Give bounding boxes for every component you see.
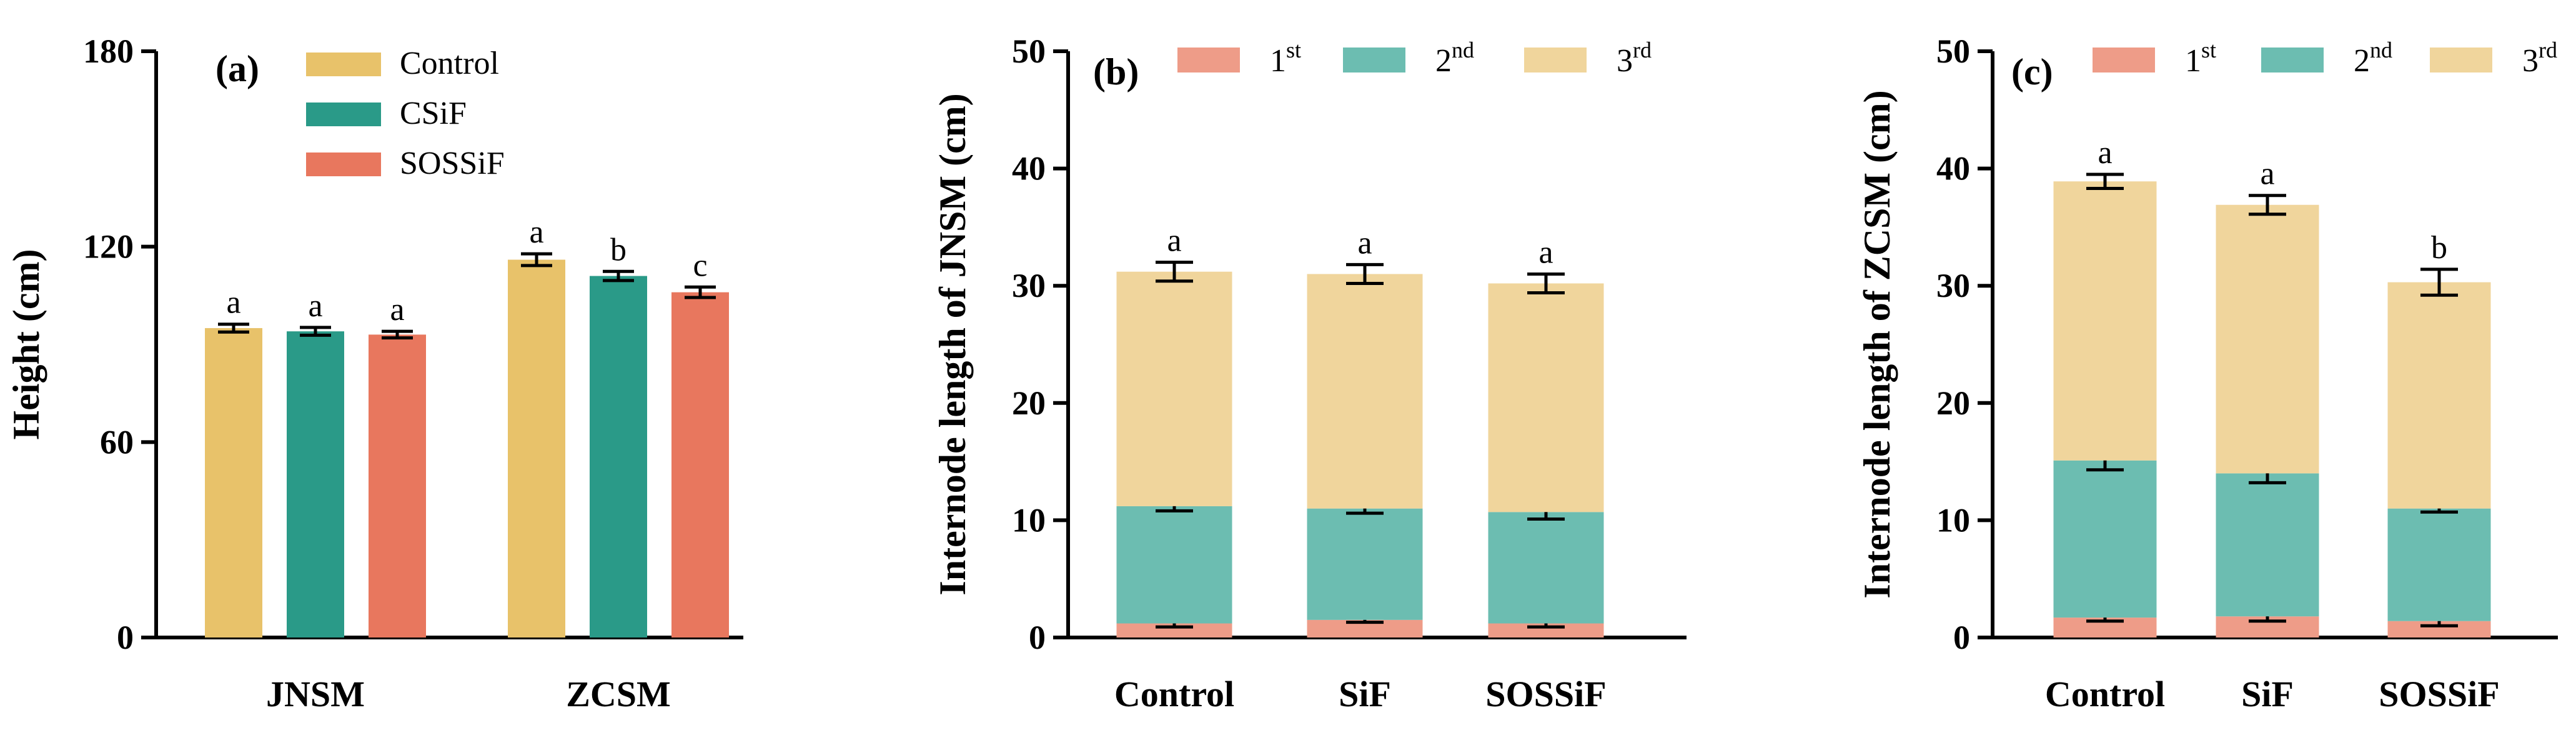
legend-swatch — [2093, 48, 2155, 72]
legend-label-number: 1 — [1270, 43, 1286, 79]
legend-label-suffix: nd — [1452, 38, 1474, 62]
bar-JNSM-Control — [205, 328, 262, 638]
panel-2: 0 10 20 30 40 50 Internode length of ZCSM (cm)… — [1856, 32, 2558, 714]
x-category-label: Control — [1114, 674, 1234, 714]
panel-1: 0 10 20 30 40 50 Internode length of JNSM (cm)… — [932, 32, 1687, 714]
y-tick-label: 40 — [1936, 150, 1970, 188]
legend-label: 3rd — [1617, 38, 1652, 79]
legend-swatch — [1177, 48, 1240, 72]
panel-tag: (b) — [1093, 51, 1139, 92]
bar-segment-Control-2nd — [2053, 460, 2157, 618]
bar-segment-SiF-3rd — [2216, 204, 2319, 474]
legend-label: 2nd — [2354, 38, 2392, 79]
bar-segment-Control-3rd — [2053, 181, 2157, 461]
bar-ZCSM-SOSSiF — [671, 292, 729, 638]
bar-segment-SOSSiF-3rd — [1488, 283, 1604, 512]
significance-letter: a — [1357, 225, 1372, 261]
y-tick-label: 120 — [83, 228, 134, 266]
significance-letter: a — [390, 292, 404, 328]
legend-swatch — [1343, 48, 1405, 72]
y-tick-label: 10 — [1012, 501, 1046, 539]
legend-swatch — [2430, 48, 2492, 72]
legend-label-number: 2 — [2354, 43, 2370, 79]
x-category-label: SOSSiF — [2379, 674, 2499, 714]
legend-label: 1st — [1270, 38, 1301, 79]
bar-ZCSM-CSiF — [590, 276, 647, 638]
legend-label-suffix: st — [1286, 38, 1301, 62]
x-category-label: ZCSM — [566, 674, 671, 714]
x-category-label: SiF — [2241, 674, 2294, 714]
y-tick-label: 20 — [1012, 384, 1046, 422]
legend-swatch — [2261, 48, 2324, 72]
y-tick-label: 20 — [1936, 384, 1970, 422]
legend-label-number: 2 — [1435, 43, 1452, 79]
bar-segment-SOSSiF-1st — [1488, 623, 1604, 638]
x-category-label: SOSSiF — [1485, 674, 1606, 714]
bar-segment-SiF-2nd — [2216, 473, 2319, 617]
legend-label-number: 1 — [2185, 43, 2201, 79]
bar-JNSM-CSiF — [287, 331, 344, 638]
y-tick-label: 0 — [1953, 619, 1970, 656]
legend-swatch — [306, 102, 381, 126]
y-tick-label: 60 — [100, 423, 134, 461]
y-tick-label: 30 — [1936, 267, 1970, 304]
significance-letter: a — [1538, 234, 1553, 270]
y-tick-label: 40 — [1012, 150, 1046, 188]
y-axis-title: Internode length of JNSM (cm) — [932, 93, 973, 595]
bar-segment-SOSSiF-2nd — [1488, 512, 1604, 624]
panel-tag: (a) — [215, 48, 259, 89]
bar-segment-SiF-3rd — [1307, 274, 1423, 509]
legend-swatch — [1524, 48, 1587, 72]
significance-letter: a — [226, 285, 240, 321]
legend-label-number: 3 — [1617, 43, 1633, 79]
legend-label-suffix: rd — [1633, 38, 1652, 62]
bar-segment-SOSSiF-2nd — [2387, 508, 2491, 621]
y-axis-title: Internode length of ZCSM (cm) — [1856, 90, 1898, 598]
y-axis-title: Height (cm) — [6, 249, 47, 440]
legend-label: SOSSiF — [400, 146, 505, 181]
legend-label-suffix: nd — [2370, 38, 2392, 62]
significance-letter: c — [693, 248, 707, 283]
significance-letter: a — [529, 214, 543, 250]
legend-label: Control — [400, 46, 499, 81]
significance-letter: a — [1167, 223, 1181, 259]
legend-label-suffix: rd — [2539, 38, 2557, 62]
legend-label: 1st — [2185, 38, 2216, 79]
bar-segment-SOSSiF-3rd — [2387, 282, 2491, 509]
legend-swatch — [306, 152, 381, 176]
bar-JNSM-SOSSiF — [369, 334, 426, 638]
bar-segment-Control-2nd — [1116, 506, 1232, 624]
y-tick-label: 0 — [1029, 619, 1046, 656]
y-tick-label: 50 — [1012, 32, 1046, 70]
y-tick-label: 50 — [1936, 32, 1970, 70]
y-tick-label: 0 — [117, 619, 134, 656]
y-tick-label: 10 — [1936, 501, 1970, 539]
significance-letter: a — [2098, 135, 2112, 171]
significance-letter: b — [610, 232, 627, 268]
panel-0: 0 60 120 180 Height (cm) (a) a a a JNSM a b c ZCSM Con… — [6, 32, 743, 714]
x-category-label: JNSM — [266, 674, 365, 714]
bar-segment-SiF-2nd — [1307, 508, 1423, 620]
legend-label: 2nd — [1435, 38, 1474, 79]
bar-segment-Control-1st — [1116, 623, 1232, 638]
legend-label: 3rd — [2522, 38, 2557, 79]
legend-swatch — [306, 52, 381, 76]
significance-letter: b — [2431, 230, 2447, 266]
bar-segment-Control-3rd — [1116, 271, 1232, 506]
panel-tag: (c) — [2011, 51, 2053, 92]
legend-label: CSiF — [400, 96, 467, 131]
legend-label-number: 3 — [2522, 43, 2539, 79]
x-category-label: Control — [2045, 674, 2165, 714]
bar-ZCSM-Control — [508, 259, 565, 638]
y-tick-label: 180 — [83, 32, 134, 70]
legend-label-suffix: st — [2201, 38, 2216, 62]
y-tick-label: 30 — [1012, 267, 1046, 304]
x-category-label: SiF — [1339, 674, 1391, 714]
significance-letter: a — [308, 288, 322, 324]
significance-letter: a — [2260, 156, 2274, 192]
